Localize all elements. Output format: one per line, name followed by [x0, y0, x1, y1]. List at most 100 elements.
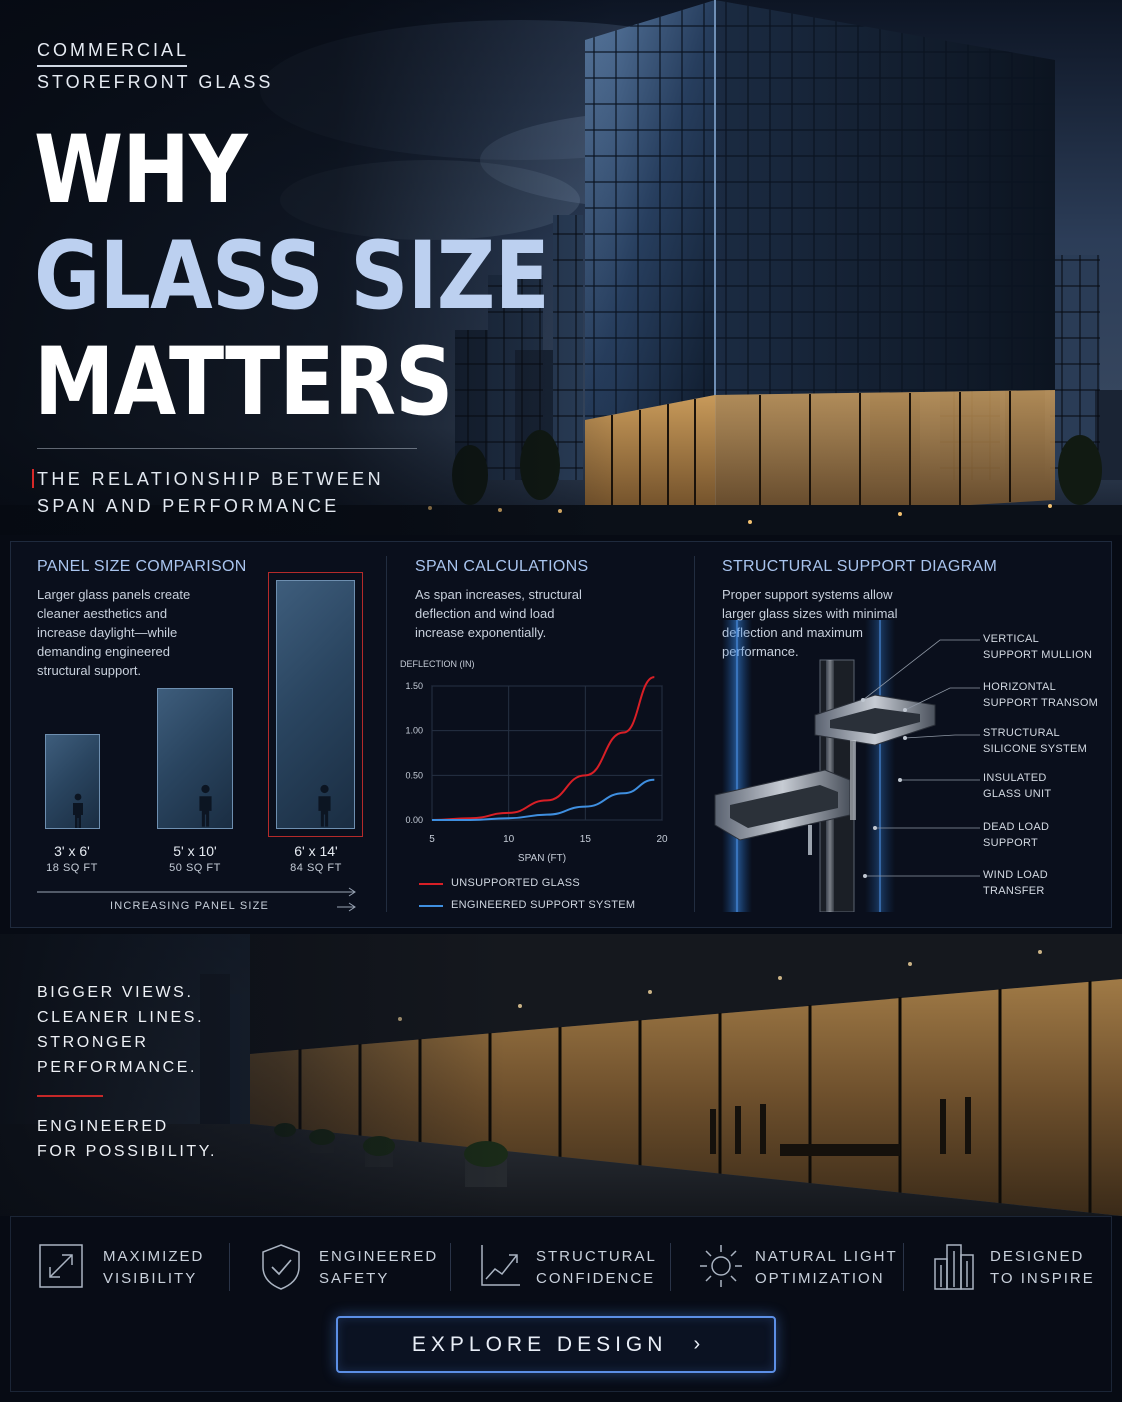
callout-line-1: STRUCTURAL	[983, 727, 1060, 739]
series-line-engineered	[432, 778, 655, 821]
feature-line-1: DESIGNED	[990, 1248, 1085, 1265]
structural-diagram-description: Proper support systems allow larger glas…	[722, 587, 898, 659]
feature-line-2: CONFIDENCE	[536, 1270, 656, 1287]
deflection-chart: DEFLECTION (IN) 0.000.501.001.505 10 15 20 …	[400, 659, 668, 864]
panel-dimensions: 6' x 14'	[294, 843, 338, 859]
feature-line-2: SAFETY	[319, 1270, 390, 1287]
subtitle: THE RELATIONSHIP BETWEEN SPAN AND PERFOR…	[32, 466, 384, 520]
feature-line-2: TO INSPIRE	[990, 1270, 1095, 1287]
buildings-icon	[934, 1244, 974, 1290]
feature-line-1: ENGINEERED	[319, 1248, 439, 1265]
panel-area: 50 SQ FT	[169, 862, 221, 874]
chevron-right-icon: ›	[693, 1333, 701, 1355]
x-tick-label: 5	[429, 834, 435, 845]
column-divider	[386, 556, 387, 912]
headline-line-2: GLASS SIZE	[34, 222, 550, 331]
callout-line-1: WIND LOAD	[983, 869, 1049, 881]
callout-line-2: TRANSFER	[983, 885, 1045, 897]
tagline-line-1: ENGINEERED	[37, 1118, 169, 1135]
subtitle-line-1: THE RELATIONSHIP BETWEEN	[37, 469, 384, 489]
eyebrow-line-1: COMMERCIAL	[37, 38, 187, 68]
callout-vertical-mullion: VERTICAL SUPPORT MULLION	[983, 631, 1092, 663]
legend-swatch-unsupported	[419, 883, 443, 885]
trend-chart-icon	[481, 1245, 520, 1286]
feature-structural-confidence: STRUCTURAL CONFIDENCE	[536, 1246, 657, 1290]
statement-line: CLEANER LINES.	[37, 1009, 205, 1026]
storefront-accent-bar	[37, 1095, 103, 1097]
panel-area: 84 SQ FT	[290, 862, 342, 874]
y-tick-label: 1.00	[405, 726, 423, 736]
callout-line-2: SUPPORT MULLION	[983, 649, 1093, 661]
feature-divider	[450, 1243, 451, 1291]
headline-line-3: MATTERS	[34, 328, 453, 437]
increasing-size-label: INCREASING PANEL SIZE	[110, 900, 270, 912]
person-scale-icon	[199, 784, 212, 827]
subtitle-accent-bar	[32, 469, 34, 488]
structural-diagram-title: STRUCTURAL SUPPORT DIAGRAM	[722, 558, 998, 575]
storefront-section	[0, 934, 1122, 1216]
feature-line-1: MAXIMIZED	[103, 1248, 205, 1265]
column-divider	[694, 556, 695, 912]
explore-design-button[interactable]: EXPLORE DESIGN ›	[336, 1316, 776, 1373]
feature-divider	[903, 1243, 904, 1291]
feature-line-1: STRUCTURAL	[536, 1248, 657, 1265]
span-calculations-title: SPAN CALCULATIONS	[415, 558, 589, 575]
y-tick-label: 1.50	[405, 681, 423, 691]
legend-swatch-engineered	[419, 905, 443, 907]
feature-engineered-safety: ENGINEERED SAFETY	[319, 1246, 438, 1290]
panel-dimensions: 3' x 6'	[54, 843, 90, 859]
person-scale-icon	[73, 793, 83, 828]
hero-divider	[37, 448, 417, 449]
x-axis-label: SPAN (FT)	[518, 853, 566, 864]
glass-panel-large	[268, 572, 363, 837]
feature-divider	[670, 1243, 671, 1291]
eyebrow-line-2: STOREFRONT GLASS	[37, 72, 274, 93]
x-tick-label: 20	[656, 834, 668, 845]
x-tick-label: 10	[503, 834, 515, 845]
feature-natural-light: NATURAL LIGHT OPTIMIZATION	[755, 1246, 898, 1290]
storefront-tagline: ENGINEERED FOR POSSIBILITY.	[37, 1114, 217, 1164]
series-line-unsupported	[431, 676, 655, 821]
page-title: WHY GLASS SIZE MATTERS	[34, 116, 550, 437]
glass-panel-small	[45, 734, 100, 829]
person-scale-icon	[318, 784, 331, 827]
hero-text-shade	[0, 0, 1122, 535]
y-tick-label: 0.00	[405, 815, 423, 825]
y-tick-label: 0.50	[405, 770, 423, 780]
feature-designed-to-inspire: DESIGNED TO INSPIRE	[990, 1246, 1095, 1290]
y-axis-label: DEFLECTION (IN)	[400, 659, 475, 669]
feature-maximized-visibility: MAXIMIZED VISIBILITY	[103, 1246, 204, 1290]
x-tick-label: 15	[580, 834, 592, 845]
statement-line: BIGGER VIEWS.	[37, 984, 194, 1001]
feature-divider	[229, 1243, 230, 1291]
feature-line-1: NATURAL LIGHT	[755, 1248, 898, 1265]
callout-line-1: VERTICAL	[983, 633, 1039, 645]
statement-line: STRONGER	[37, 1034, 149, 1051]
callout-silicone-system: STRUCTURAL SILICONE SYSTEM	[983, 725, 1087, 757]
increasing-size-arrows	[37, 887, 356, 912]
callout-line-1: DEAD LOAD	[983, 821, 1050, 833]
callout-line-1: HORIZONTAL	[983, 681, 1057, 693]
callout-line-2: SILICONE SYSTEM	[983, 743, 1088, 755]
storefront-statement: BIGGER VIEWS. CLEANER LINES. STRONGER PE…	[37, 980, 204, 1080]
panel-dimensions: 5' x 10'	[173, 843, 217, 859]
subtitle-line-2: SPAN AND PERFORMANCE	[37, 496, 340, 516]
feature-line-2: VISIBILITY	[103, 1270, 198, 1287]
legend-unsupported: UNSUPPORTED GLASS	[451, 877, 580, 889]
hero-section: COMMERCIAL STOREFRONT GLASS WHY GLASS SI…	[0, 0, 1122, 535]
feature-line-2: OPTIMIZATION	[755, 1270, 885, 1287]
span-calculations-description: As span increases, structural deflection…	[415, 587, 582, 640]
glass-panel-medium	[157, 688, 233, 829]
explore-design-label: EXPLORE DESIGN	[411, 1332, 668, 1356]
panel-comparison-description: Larger glass panels create cleaner aesth…	[37, 587, 191, 678]
panel-comparison-title: PANEL SIZE COMPARISON	[37, 558, 247, 575]
expand-arrow-icon	[39, 1244, 83, 1288]
eyebrow: COMMERCIAL STOREFRONT GLASS	[37, 38, 273, 95]
legend-engineered: ENGINEERED SUPPORT SYSTEM	[451, 899, 636, 911]
callout-line-2: GLASS UNIT	[983, 788, 1052, 800]
callout-dead-load: DEAD LOAD SUPPORT	[983, 819, 1049, 851]
sun-icon	[700, 1245, 742, 1287]
callout-line-2: SUPPORT TRANSOM	[983, 697, 1099, 709]
headline-line-1: WHY	[34, 116, 248, 225]
callout-horizontal-transom: HORIZONTAL SUPPORT TRANSOM	[983, 679, 1098, 711]
